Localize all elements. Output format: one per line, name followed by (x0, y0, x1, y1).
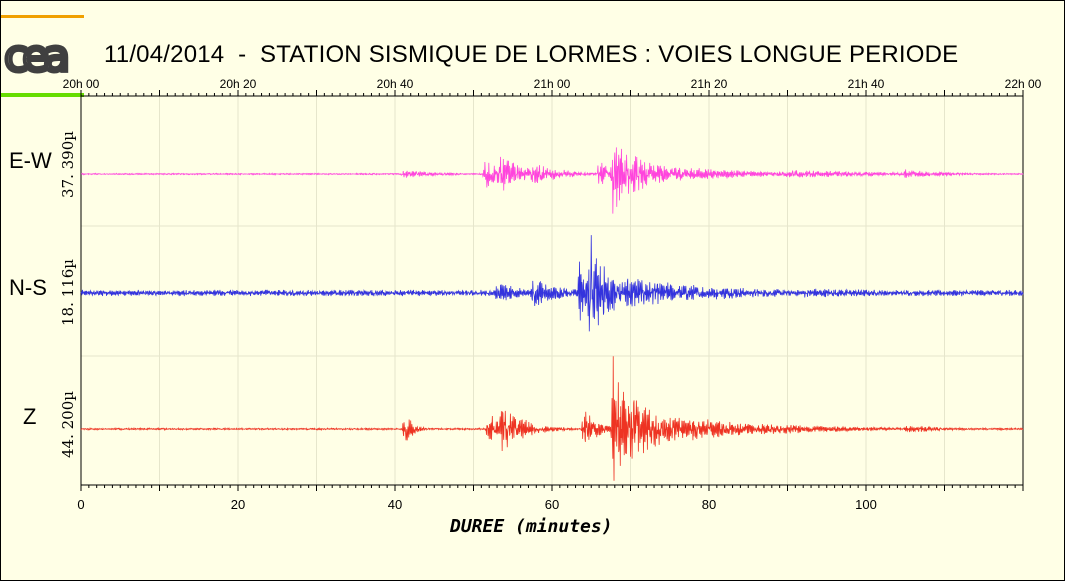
x-axis-label: DUREE (minutes) (450, 516, 613, 537)
top-axis-time-label: 20h 20 (220, 77, 257, 91)
x-tick-label: 100 (855, 497, 877, 512)
channel-label-z: Z (23, 404, 37, 429)
x-tick-label: 60 (545, 497, 559, 512)
seismogram-trace-e-w (80, 147, 1024, 214)
logo-top-bar (1, 15, 84, 18)
x-tick-label: 20 (231, 497, 245, 512)
x-tick-label: 80 (702, 497, 716, 512)
x-tick-label: 40 (388, 497, 402, 512)
logo-text: cea (4, 31, 66, 82)
top-axis-time-label: 20h 40 (377, 77, 414, 91)
top-axis-time-label: 21h 00 (534, 77, 571, 91)
top-axis-time-label: 22h 00 (1005, 77, 1042, 91)
top-axis-time-label: 21h 20 (691, 77, 728, 91)
scale-label-ns: 18. 116µ (59, 258, 77, 326)
cea-logo: cea (1, 15, 84, 97)
seismogram-trace-z (80, 356, 1024, 481)
channel-label-ew: E-W (9, 148, 52, 173)
top-axis-time-label: 21h 40 (848, 77, 885, 91)
channel-label-ns: N-S (9, 275, 47, 300)
scale-label-z: 44. 200µ (59, 390, 77, 458)
top-axis-time-label: 20h 00 (63, 77, 100, 91)
seismogram-trace-n-s (80, 235, 1024, 332)
x-tick-label: 0 (77, 497, 84, 512)
logo-bottom-bar (1, 93, 84, 97)
page-title: 11/04/2014 - STATION SISMIQUE DE LORMES … (104, 41, 959, 68)
scale-label-ew: 37. 390µ (59, 130, 77, 198)
